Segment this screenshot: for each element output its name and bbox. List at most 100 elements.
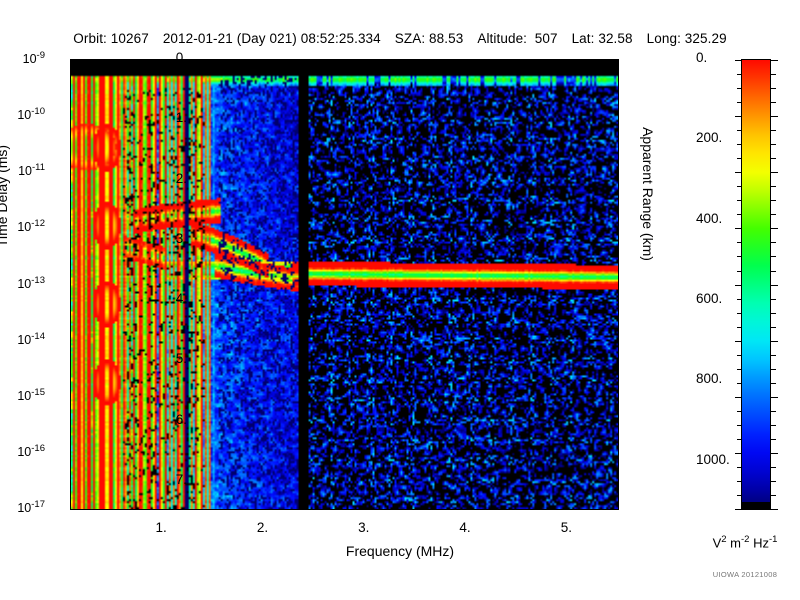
colorbar-tick-label: 10-11 <box>18 162 45 179</box>
colorbar-tick-minor <box>737 88 742 90</box>
x-tick-top <box>334 59 335 60</box>
colorbar-tick <box>771 509 778 510</box>
colorbar-tick-minor <box>771 158 776 160</box>
x-tick-top <box>213 59 214 60</box>
colorbar-tick-minor <box>771 214 776 216</box>
y-tick-left <box>70 482 71 483</box>
y-tick-left <box>70 271 71 272</box>
long-value: 325.29 <box>684 31 727 46</box>
y-tick-left <box>70 289 71 290</box>
ionogram-plot-area[interactable] <box>70 59 619 510</box>
y-tick-label-left: 6. <box>175 411 187 427</box>
y-tick-left <box>70 108 71 109</box>
x-tick-top <box>496 59 497 60</box>
x-tick-top <box>466 59 467 60</box>
y-tick-label-right: 800. <box>696 371 723 387</box>
x-tick-top <box>345 59 346 60</box>
colorbar-tick-minor <box>737 214 742 216</box>
y-tick-left <box>70 295 71 296</box>
x-tick-top <box>557 59 558 60</box>
y-tick-label-left: 2. <box>175 170 187 186</box>
y-tick-left <box>70 187 71 188</box>
x-tick-top <box>294 59 295 60</box>
altitude-label: Altitude: <box>477 31 528 46</box>
colorbar-tick <box>771 60 778 61</box>
y-tick-left <box>70 410 71 411</box>
y-tick-left <box>70 476 71 477</box>
x-tick-top <box>517 59 518 60</box>
x-axis-title: Frequency (MHz) <box>345 543 455 559</box>
x-tick-top <box>395 59 396 60</box>
y-tick-left <box>70 181 71 182</box>
y-tick-label-left: 3. <box>175 230 187 246</box>
x-tick-top <box>101 59 102 60</box>
y-tick-label-left: 1. <box>175 110 187 126</box>
y-tick-left <box>70 277 71 278</box>
y-tick-left <box>70 205 71 206</box>
colorbar-tick-minor <box>771 368 776 370</box>
colorbar-tick-minor <box>771 130 776 132</box>
colorbar-tick-minor <box>737 480 742 482</box>
x-tick-top <box>193 59 194 60</box>
colorbar-tick-minor <box>771 382 776 384</box>
colorbar-tick-minor <box>737 200 742 202</box>
lat-value: 32.58 <box>598 31 633 46</box>
y-axis-title-left: Time Delay (ms) <box>0 144 10 248</box>
y-tick-left <box>70 217 71 218</box>
y-tick-label-right: 0. <box>696 50 708 65</box>
x-tick-top <box>537 59 538 60</box>
y-tick-left <box>70 367 71 368</box>
colorbar-tick-minor <box>737 256 742 258</box>
sza-label: SZA: <box>394 31 426 46</box>
y-tick-label-right: 400. <box>696 210 723 226</box>
x-tick-top <box>112 59 113 60</box>
x-tick-top <box>365 59 366 60</box>
colorbar-tick <box>735 60 742 61</box>
y-tick-left <box>70 247 71 248</box>
colorbar-tick-minor <box>737 410 742 412</box>
y-tick-left <box>70 138 71 139</box>
colorbar-tick <box>771 116 778 118</box>
x-tick-top <box>486 59 487 60</box>
x-tick-top <box>547 59 548 60</box>
colorbar-tick-label: 10-13 <box>17 274 45 291</box>
x-tick-top <box>588 59 589 60</box>
colorbar-tick-minor <box>771 312 776 314</box>
colorbar-tick-minor <box>737 242 742 244</box>
y-tick-left <box>70 156 71 157</box>
y-tick-left <box>70 132 71 133</box>
colorbar-tick-minor <box>737 74 742 75</box>
colorbar-tick <box>735 116 742 118</box>
y-tick-left <box>70 126 71 127</box>
colorbar-tick-minor <box>737 186 742 188</box>
colorbar-tick <box>735 340 742 342</box>
y-tick-label-left: 5. <box>175 351 187 367</box>
y-tick-left <box>70 422 71 423</box>
x-tick-top <box>243 59 244 60</box>
colorbar-tick <box>735 509 742 510</box>
x-tick-top <box>233 59 234 60</box>
y-tick-left <box>70 404 71 405</box>
colorbar-tick-minor <box>737 298 742 300</box>
y-tick-left <box>70 78 71 79</box>
colorbar-units-label: V2 m-2 Hz-1 <box>712 534 778 551</box>
x-tick-top <box>172 59 173 60</box>
x-tick-top <box>527 59 528 60</box>
colorbar-tick <box>771 284 778 286</box>
x-tick-top <box>81 59 82 60</box>
header-info-bar: Orbit: 10267 2012-01-21 (Day 021) 08:52:2… <box>0 31 800 46</box>
colorbar-tick-minor <box>771 410 776 412</box>
colorbar[interactable] <box>735 59 778 510</box>
y-tick-left <box>70 60 71 61</box>
colorbar-tick-minor <box>771 200 776 202</box>
colorbar-tick-minor <box>771 186 776 188</box>
orbit-value: 10267 <box>110 31 149 46</box>
colorbar-tick-minor <box>737 270 742 272</box>
colorbar-tick-minor <box>737 382 742 384</box>
x-tick-top <box>314 59 315 60</box>
y-tick-left <box>70 175 71 176</box>
y-tick-left <box>70 488 71 489</box>
x-tick-label: 4. <box>459 520 471 535</box>
x-tick-top <box>264 59 265 60</box>
y-tick-left <box>70 331 71 332</box>
